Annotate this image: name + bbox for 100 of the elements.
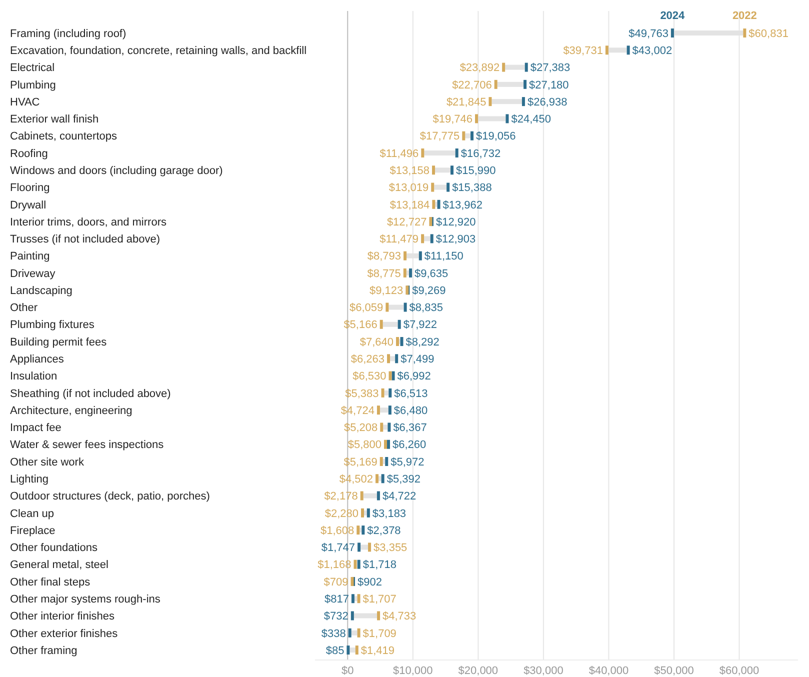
- data-label: $1,747: [321, 542, 356, 554]
- data-label: $1,718: [362, 559, 397, 572]
- y-tick-label: Other foundations: [10, 542, 98, 554]
- data-label: $17,775: [420, 130, 460, 143]
- data-label: $6,480: [394, 404, 428, 417]
- y-tick-label: Lighting: [10, 473, 49, 486]
- y-tick-label: Electrical: [10, 62, 55, 74]
- data-label: $23,892: [460, 62, 500, 74]
- data-label: $8,835: [409, 302, 443, 314]
- data-label: $5,972: [390, 456, 424, 468]
- y-tick-label: Flooring: [10, 182, 50, 194]
- y-tick-label: Impact fee: [10, 422, 62, 434]
- data-label: $43,002: [632, 44, 672, 57]
- y-tick-label: Driveway: [10, 268, 56, 280]
- y-tick-label: Excavation, foundation, concrete, retaining walls, and backfill: [10, 44, 307, 57]
- data-label: $4,733: [382, 610, 416, 623]
- x-tick-label: $50,000: [654, 665, 694, 677]
- data-label: $12,920: [436, 216, 476, 228]
- y-tick-label: Other site work: [10, 456, 84, 468]
- data-label: $60,831: [748, 28, 788, 40]
- data-label: $709: [324, 576, 348, 588]
- data-label: $6,059: [350, 302, 384, 314]
- y-tick-label: Plumbing fixtures: [10, 319, 95, 332]
- data-label: $8,793: [367, 250, 402, 263]
- y-tick-label: Trusses (if not included above): [10, 234, 160, 246]
- series-label: 2024: [660, 10, 686, 22]
- data-label: $338: [321, 628, 346, 640]
- data-label: $13,158: [390, 164, 430, 177]
- data-label: $5,800: [348, 439, 382, 452]
- y-tick-label: Building permit fees: [10, 336, 108, 348]
- y-tick-label: Other: [10, 302, 38, 314]
- y-tick-label: Sheathing (if not included above): [10, 388, 171, 400]
- y-tick-label: Insulation: [10, 370, 58, 383]
- data-label: $11,479: [380, 234, 419, 246]
- data-label: $817: [324, 593, 349, 606]
- data-label: $2,178: [324, 490, 358, 503]
- y-tick-label: Other major systems rough-ins: [10, 593, 161, 606]
- data-label: $2,280: [324, 508, 359, 520]
- y-tick-label: Landscaping: [10, 284, 72, 297]
- data-label: $7,499: [400, 354, 434, 366]
- x-tick-label: $40,000: [588, 665, 629, 677]
- data-label: $24,450: [511, 114, 551, 126]
- y-tick-label: Fireplace: [10, 524, 56, 537]
- data-label: $12,727: [386, 216, 427, 228]
- data-label: $4,724: [340, 404, 374, 417]
- data-label: $9,269: [412, 284, 446, 297]
- y-tick-label: General metal, steel: [10, 559, 108, 572]
- y-tick-label: Clean up: [10, 508, 54, 520]
- data-label: $9,635: [414, 268, 448, 280]
- y-tick-label: HVAC: [10, 96, 40, 108]
- y-tick-label: Appliances: [10, 354, 64, 366]
- data-label: $13,019: [388, 182, 429, 194]
- data-label: $6,992: [397, 370, 431, 383]
- data-label: $1,608: [320, 524, 354, 537]
- y-tick-label: Water & sewer fees inspections: [10, 439, 164, 452]
- y-tick-label: Roofing: [10, 148, 48, 160]
- x-tick-label: $60,000: [719, 665, 760, 677]
- data-label: $1,168: [318, 559, 352, 572]
- data-label: $8,292: [406, 336, 440, 348]
- data-label: $19,056: [476, 130, 516, 143]
- y-tick-label: Exterior wall finish: [10, 114, 99, 126]
- data-label: $6,530: [352, 370, 386, 383]
- x-tick-label: $10,000: [393, 665, 433, 677]
- y-tick-label: Windows and doors (including garage door): [10, 164, 223, 177]
- data-label: $5,383: [345, 388, 379, 400]
- data-label: $5,166: [344, 319, 378, 332]
- data-label: $19,746: [432, 114, 473, 126]
- data-label: $11,150: [424, 250, 464, 263]
- data-label: $6,367: [393, 422, 427, 434]
- data-label: $7,922: [403, 319, 437, 332]
- data-label: $85: [326, 644, 344, 657]
- x-tick-label: $30,000: [524, 665, 564, 677]
- data-label: $22,706: [452, 79, 492, 92]
- data-label: $11,496: [380, 148, 419, 160]
- data-label: $8,775: [367, 268, 401, 280]
- data-label: $6,263: [350, 354, 385, 366]
- data-label: $9,123: [370, 284, 404, 297]
- y-tick-label: Cabinets, countertops: [10, 130, 118, 143]
- y-tick-label: Interior trims, doors, and mirrors: [10, 216, 167, 228]
- y-tick-label: Drywall: [10, 199, 46, 212]
- x-tick-label: $20,000: [458, 665, 498, 677]
- data-label: $27,180: [529, 79, 569, 92]
- y-tick-label: Plumbing: [10, 79, 56, 92]
- data-label: $21,845: [446, 96, 486, 108]
- series-label: 2022: [732, 10, 757, 22]
- data-label: $16,732: [460, 148, 501, 160]
- data-label: $15,388: [452, 182, 492, 194]
- data-label: $4,502: [339, 473, 374, 486]
- data-label: $3,355: [374, 542, 408, 554]
- y-tick-label: Architecture, engineering: [10, 404, 132, 417]
- y-tick-label: Other framing: [10, 644, 78, 657]
- data-label: $3,183: [372, 508, 406, 520]
- data-label: $1,419: [360, 644, 395, 657]
- data-label: $12,903: [436, 234, 476, 246]
- data-label: $49,763: [628, 28, 668, 40]
- y-tick-label: Framing (including roof): [10, 28, 126, 40]
- data-label: $5,392: [386, 473, 420, 486]
- data-label: $39,731: [563, 44, 603, 57]
- data-label: $5,169: [344, 456, 378, 468]
- y-tick-label: Other exterior finishes: [10, 628, 118, 640]
